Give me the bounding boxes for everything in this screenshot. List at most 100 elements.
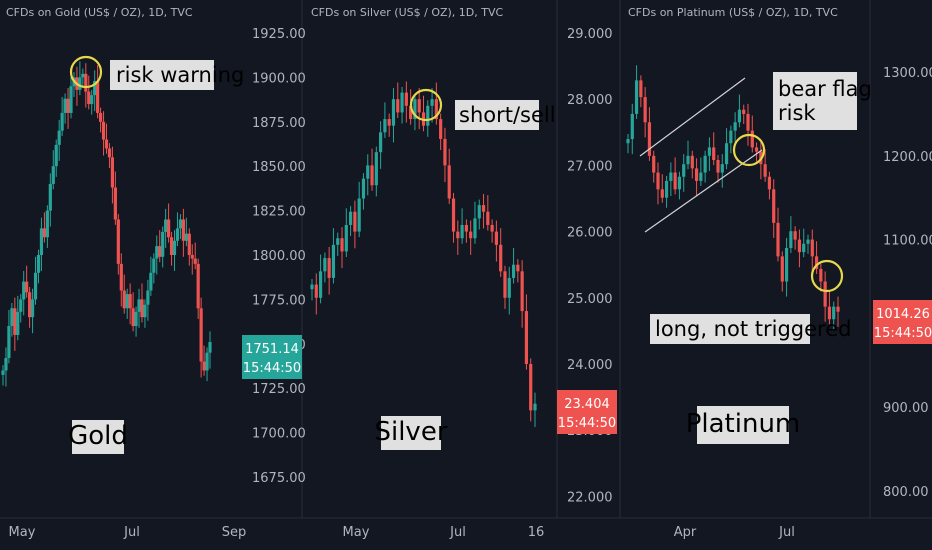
candle-body (140, 299, 144, 318)
candle-body (686, 155, 690, 165)
candle-body (60, 112, 64, 131)
y-tick-label: 1825.00 (252, 205, 306, 220)
candle-body (391, 99, 396, 126)
y-tick-label: 28.000 (567, 93, 613, 108)
candle-body (7, 326, 11, 359)
candle-body (69, 86, 73, 113)
x-tick-label: Apr (674, 525, 697, 540)
price-badge-value: 23.404 (564, 397, 610, 412)
candle-body (639, 80, 643, 98)
y-tick-label: 24.000 (567, 358, 613, 373)
x-tick-label: 16 (528, 525, 545, 540)
candle-body (699, 172, 703, 181)
candle-body (331, 244, 336, 278)
annotation-box (650, 314, 810, 344)
y-tick-label: 1100.00 (883, 234, 932, 249)
candle-body (383, 119, 387, 133)
candle-body (729, 130, 733, 144)
candle-body (669, 172, 673, 181)
candle-body (417, 99, 421, 113)
asset-label: Platinum (686, 409, 801, 439)
price-badge (873, 300, 932, 344)
candle-body (806, 239, 810, 244)
candle-body (673, 172, 677, 190)
candle-body (57, 130, 61, 145)
candle-body (205, 352, 209, 371)
candle-body (348, 211, 353, 225)
candle-body (797, 239, 802, 253)
candle-body (486, 211, 490, 225)
candle-body (19, 299, 23, 312)
annotation-text: long, not triggered (655, 317, 851, 341)
candle-body (28, 292, 32, 318)
candle-body (660, 189, 664, 198)
candle-body (107, 148, 112, 158)
candle-body (178, 219, 183, 229)
candle-body (155, 246, 159, 259)
price-badge-value: 1014.26 (876, 307, 930, 322)
candle-body (724, 143, 729, 165)
asset-label-box (72, 420, 124, 454)
chart-header: CFDs on Silver (US$ / OZ), 1D, TVC (311, 6, 504, 19)
x-tick-label: Sep (222, 525, 247, 540)
candle-body (784, 247, 789, 282)
candle-body (137, 299, 141, 312)
candle-body (143, 304, 147, 318)
candle-body (187, 233, 191, 255)
candle-body (353, 211, 357, 232)
candle-body (430, 99, 434, 106)
candle-body (507, 277, 511, 298)
highlight-circle (409, 88, 443, 122)
candle-body (344, 224, 348, 252)
candle-body (836, 306, 840, 312)
chart-panel-1: CFDs on Gold (US$ / OZ), 1D, TVC 1925.00 1… (1, 6, 306, 540)
candle-body (823, 281, 827, 307)
candle-body (379, 132, 383, 153)
candle-body (30, 299, 35, 318)
candle-body (122, 290, 126, 309)
candle-body (101, 121, 106, 140)
candle-body (652, 155, 656, 173)
candle-body (310, 284, 314, 290)
candle-body (169, 237, 174, 255)
candle-body (511, 264, 516, 278)
candle-body (323, 258, 327, 272)
candle-body (814, 256, 819, 269)
candle-body (712, 147, 716, 160)
candle-body (443, 138, 447, 166)
candle-body (190, 255, 194, 259)
candle-body (199, 308, 203, 362)
candle-body (694, 168, 699, 181)
y-tick-label: 27.000 (567, 159, 613, 174)
x-tick-label: May (9, 525, 36, 540)
candle-body (767, 176, 772, 190)
candle-body (396, 99, 400, 113)
y-tick-label: 1200.00 (883, 150, 932, 165)
candle-body (93, 80, 97, 96)
candle-body (66, 98, 70, 113)
asset-label: Silver (374, 417, 447, 447)
candle-body (193, 258, 197, 264)
candle-body (533, 403, 537, 411)
candle-body (51, 166, 55, 184)
candle-body (10, 308, 14, 327)
y-tick-label: 1875.00 (252, 116, 306, 131)
candle-body (96, 80, 100, 113)
annotation-text: risk warning (116, 63, 244, 87)
y-tick-label: 1300.00 (883, 66, 932, 81)
candle-body (125, 294, 129, 309)
candle-body (202, 361, 206, 371)
annotation-box (773, 72, 857, 130)
annotation-box (110, 60, 214, 90)
candle-body (409, 105, 413, 120)
candle-body (54, 144, 58, 167)
candle-body (116, 219, 120, 264)
price-badge (242, 335, 302, 379)
candle-body (754, 147, 759, 152)
candle-body (793, 231, 797, 240)
candle-body (172, 240, 177, 255)
candle-body (336, 238, 340, 245)
y-tick-label: 25.000 (567, 292, 613, 307)
candle-body (516, 264, 520, 272)
annotation-text: risk (778, 101, 816, 125)
